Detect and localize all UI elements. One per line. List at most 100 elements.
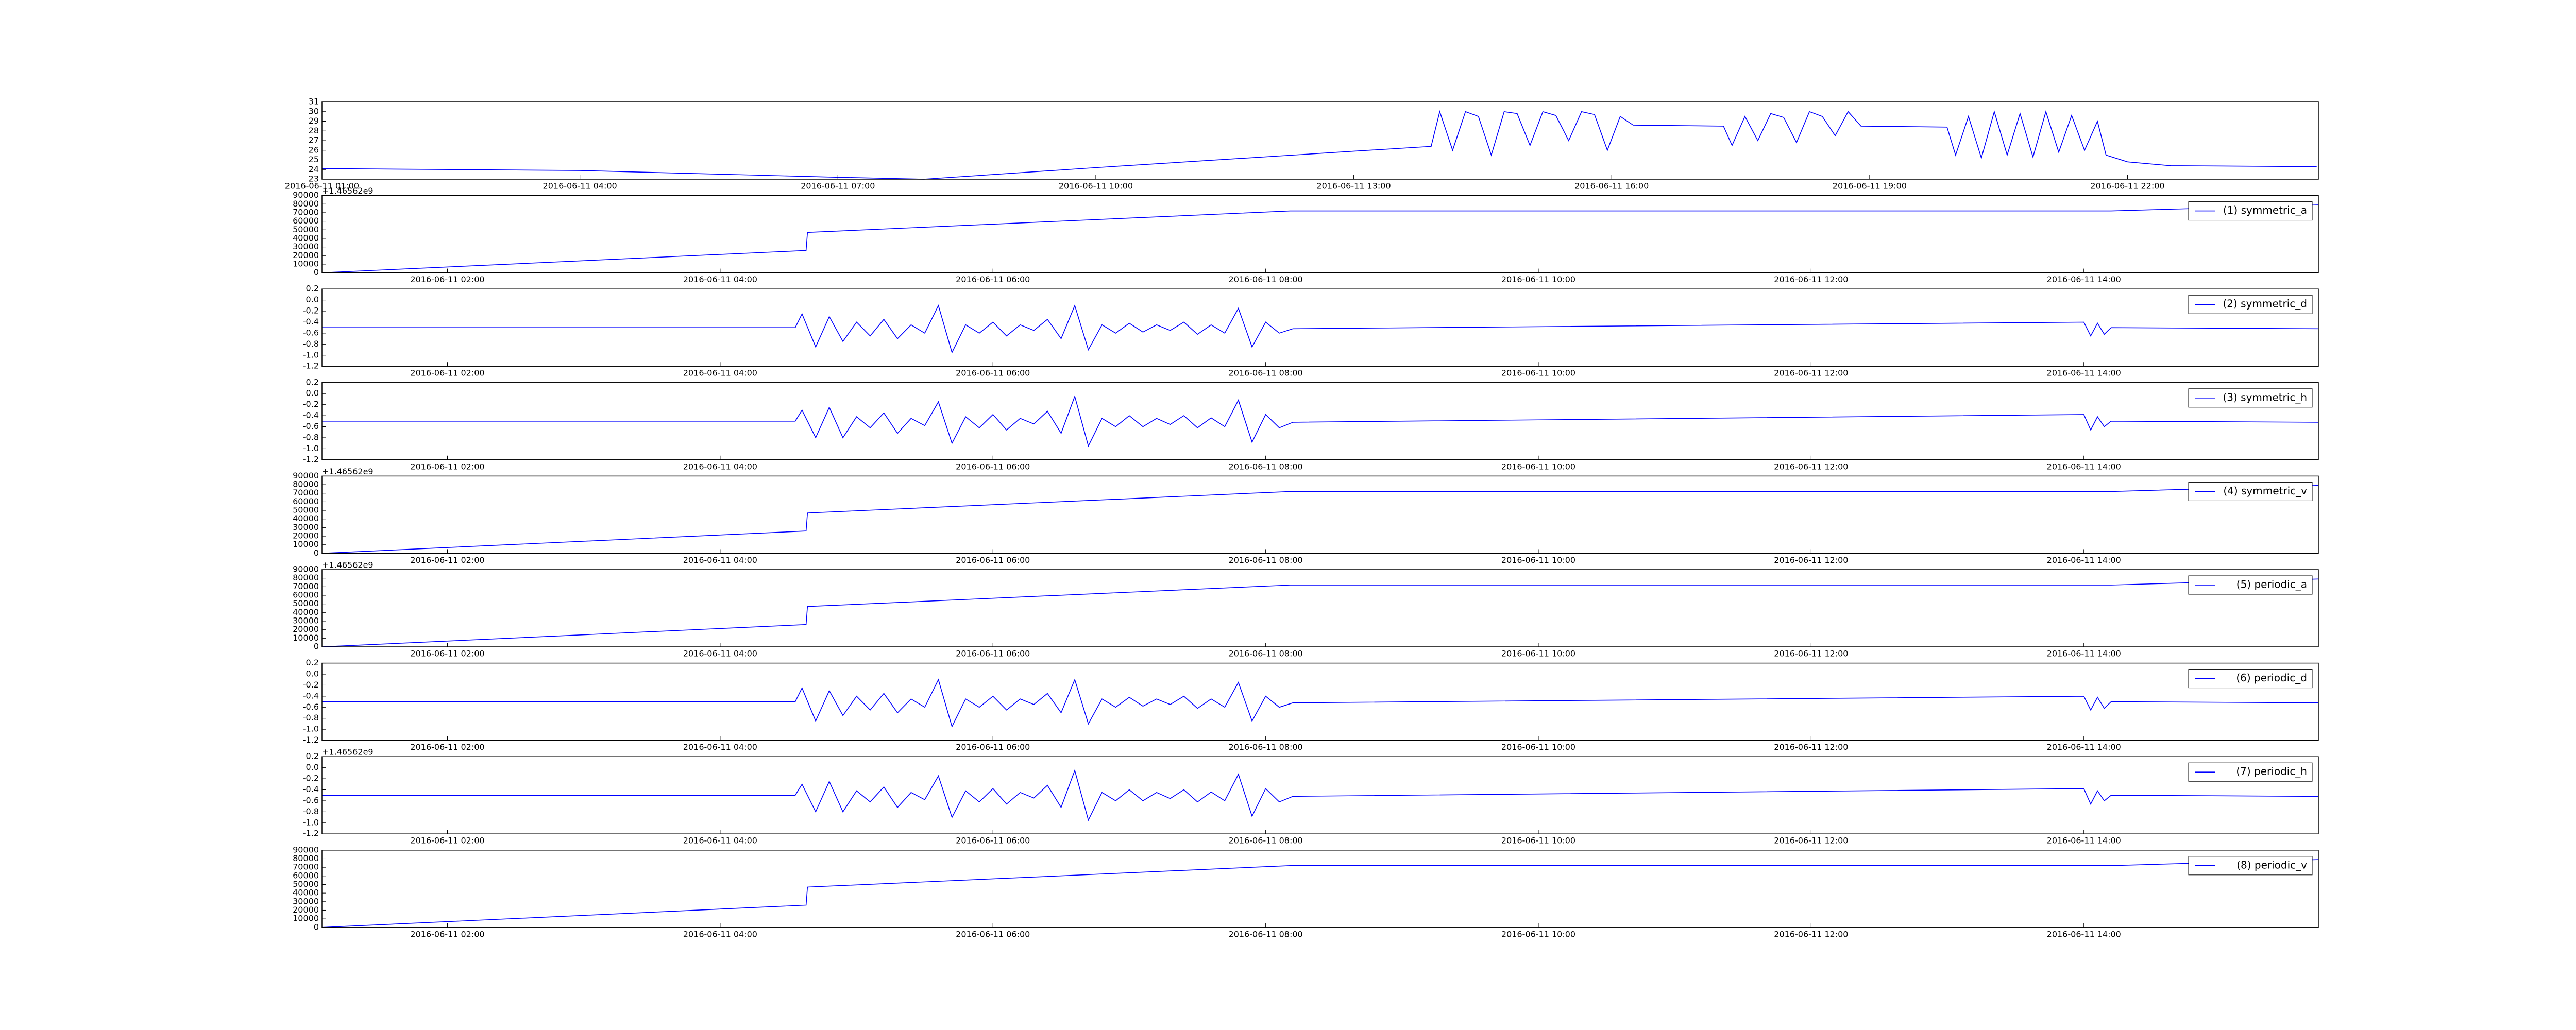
offset-text: +1.46562e9 — [322, 467, 374, 476]
y-tick-label: 70000 — [293, 207, 319, 217]
x-tick-label: 2016-06-11 04:00 — [683, 929, 757, 939]
y-tick-label: 80000 — [293, 573, 319, 582]
x-tick-label: 2016-06-11 12:00 — [1774, 461, 1848, 471]
x-tick-label: 2016-06-11 12:00 — [1774, 742, 1848, 752]
x-tick-label: 2016-06-11 14:00 — [2047, 274, 2121, 284]
y-tick-label: -0.2 — [303, 774, 319, 783]
y-tick-label: 25 — [309, 154, 319, 164]
x-tick-label: 2016-06-11 02:00 — [410, 929, 484, 939]
data-line — [321, 204, 2319, 273]
x-tick-label: 2016-06-11 06:00 — [956, 742, 1030, 752]
legend-label: (6) periodic_d — [2236, 672, 2307, 684]
x-tick-label: 2016-06-11 08:00 — [1229, 742, 1303, 752]
x-tick-label: 2016-06-11 08:00 — [1229, 274, 1303, 284]
data-line — [322, 678, 2319, 728]
legend-label: (1) symmetric_a — [2223, 204, 2307, 216]
x-tick-label: 2016-06-11 14:00 — [2047, 836, 2121, 846]
x-tick-label: 2016-06-11 16:00 — [1574, 181, 1649, 191]
y-tick-label: 30000 — [293, 616, 319, 626]
x-tick-label: 2016-06-11 02:00 — [410, 649, 484, 659]
y-tick-label: -1.2 — [303, 361, 319, 371]
x-tick-label: 2016-06-11 02:00 — [410, 461, 484, 471]
y-tick-label: 40000 — [293, 233, 319, 243]
x-tick-label: 2016-06-11 04:00 — [683, 368, 757, 378]
y-tick-label: 50000 — [293, 598, 319, 608]
offset-text: +1.46562e9 — [322, 747, 374, 757]
x-tick-label: 2016-06-11 06:00 — [956, 274, 1030, 284]
y-tick-label: 80000 — [293, 199, 319, 209]
y-tick-label: -0.2 — [303, 306, 319, 316]
y-tick-label: 20000 — [293, 531, 319, 541]
axes-background — [322, 476, 2318, 554]
y-tick-label: 31 — [309, 97, 319, 107]
axes-background — [322, 570, 2318, 647]
x-tick-label: 2016-06-11 08:00 — [1229, 649, 1303, 659]
y-tick-label: 60000 — [293, 216, 319, 226]
y-tick-label: 0.2 — [306, 377, 319, 387]
y-tick-label: -1.0 — [303, 817, 319, 827]
axes-background — [322, 195, 2318, 273]
x-tick-label: 2016-06-11 22:00 — [2090, 181, 2164, 191]
y-tick-label: 0 — [314, 548, 319, 558]
y-tick-label: 23 — [309, 174, 319, 184]
y-tick-label: 80000 — [293, 479, 319, 489]
y-tick-label: -0.6 — [303, 702, 319, 712]
axes-frame — [321, 569, 2319, 647]
legend-label: (5) periodic_a — [2236, 578, 2307, 591]
y-tick-label: 30000 — [293, 896, 319, 906]
y-tick-label: -0.8 — [303, 806, 319, 816]
y-tick-label: 20000 — [293, 250, 319, 260]
y-tick-label: 26 — [309, 145, 319, 154]
legend-box — [2188, 201, 2313, 221]
axes-frame — [321, 662, 2319, 741]
x-tick-label: 2016-06-11 08:00 — [1229, 836, 1303, 846]
x-tick-label: 2016-06-11 19:00 — [1833, 181, 1907, 191]
y-tick-label: 0 — [314, 922, 319, 932]
y-tick-label: -1.2 — [303, 454, 319, 464]
legend-box — [2188, 762, 2313, 782]
axes-frame — [321, 288, 2319, 367]
y-tick-label: 0.2 — [306, 284, 319, 294]
x-tick-label: 2016-06-11 10:00 — [1501, 836, 1575, 846]
x-tick-label: 2016-06-11 02:00 — [410, 274, 484, 284]
x-tick-label: 2016-06-11 04:00 — [683, 461, 757, 471]
y-tick-label: -0.8 — [303, 432, 319, 442]
x-tick-label: 2016-06-11 06:00 — [956, 929, 1030, 939]
axes-background — [322, 850, 2318, 928]
y-tick-label: -0.6 — [303, 795, 319, 805]
y-tick-label: 40000 — [293, 513, 319, 523]
x-tick-label: 2016-06-11 02:00 — [410, 555, 484, 565]
y-tick-label: 30000 — [293, 242, 319, 251]
x-tick-label: 2016-06-11 10:00 — [1501, 274, 1575, 284]
x-tick-label: 2016-06-11 04:00 — [683, 274, 757, 284]
x-tick-label: 2016-06-11 12:00 — [1774, 274, 1848, 284]
data-line — [321, 485, 2319, 554]
y-tick-label: -0.4 — [303, 784, 319, 794]
data-line — [321, 578, 2319, 647]
y-tick-label: 90000 — [293, 190, 319, 200]
y-tick-label: 0.0 — [306, 762, 319, 772]
x-tick-label: 2016-06-11 08:00 — [1229, 461, 1303, 471]
y-tick-label: -1.2 — [303, 829, 319, 838]
y-tick-label: 0.0 — [306, 295, 319, 304]
x-tick-label: 2016-06-11 08:00 — [1229, 555, 1303, 565]
x-tick-label: 2016-06-11 04:00 — [683, 649, 757, 659]
legend-label: (4) symmetric_v — [2223, 485, 2307, 497]
x-tick-label: 2016-06-11 12:00 — [1774, 368, 1848, 378]
y-tick-label: 50000 — [293, 225, 319, 234]
y-tick-label: 80000 — [293, 853, 319, 863]
x-tick-label: 2016-06-11 06:00 — [956, 836, 1030, 846]
y-tick-label: 60000 — [293, 870, 319, 880]
x-tick-label: 2016-06-11 06:00 — [956, 649, 1030, 659]
offset-text: +1.46562e9 — [322, 560, 374, 570]
y-tick-label: 0 — [314, 267, 319, 277]
y-tick-label: -0.4 — [303, 691, 319, 700]
y-tick-label: -0.2 — [303, 399, 319, 409]
legend-label: (3) symmetric_h — [2223, 391, 2307, 403]
x-tick-label: 2016-06-11 10:00 — [1501, 461, 1575, 471]
y-tick-label: 70000 — [293, 488, 319, 497]
offset-text: +1.46562e9 — [322, 186, 374, 196]
x-tick-label: 2016-06-11 10:00 — [1501, 929, 1575, 939]
y-tick-label: -0.6 — [303, 421, 319, 431]
